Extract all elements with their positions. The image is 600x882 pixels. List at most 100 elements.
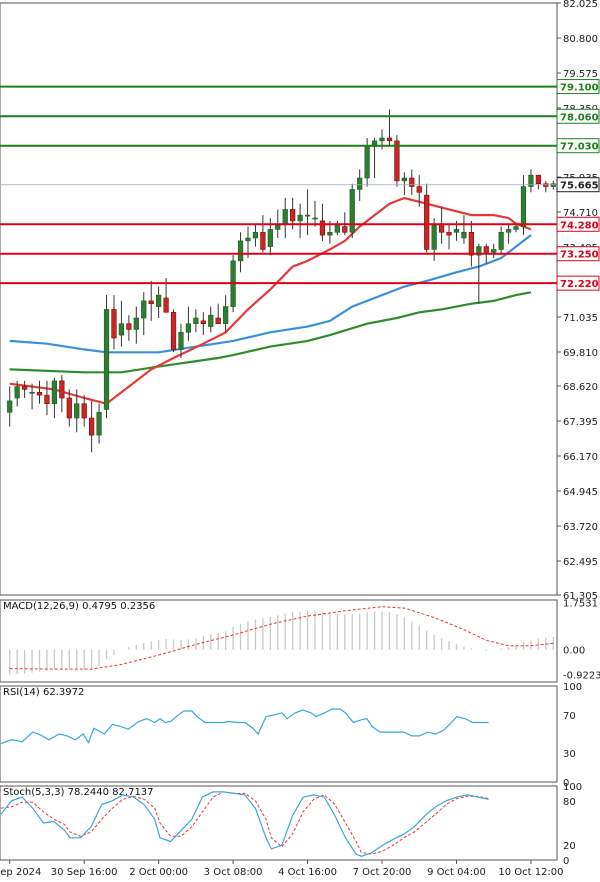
candle-body [156,294,162,307]
candle-body [215,317,221,325]
candle-body [461,231,467,239]
candle-body [200,320,206,325]
candle-body [543,183,549,187]
candle-body [111,309,117,339]
candle-body [141,300,147,319]
candle-body [44,394,50,405]
candle-body [96,411,102,436]
candle-body [550,183,556,187]
price-tick-label: 66.170 [563,452,598,463]
candle-body [178,331,184,350]
price-tick-label: 74.710 [563,208,598,219]
macd-tick-label: -0.9223 [563,671,600,682]
x-tick-label: 2 Oct 00:00 [129,867,188,878]
candle-body [282,209,288,225]
candle-body [386,137,393,142]
candle-body [491,249,497,253]
candle-body [148,300,154,305]
support-label: 73.250 [560,250,599,261]
price-tick-label: 69.810 [563,348,598,359]
price-tick-label: 62.495 [563,557,598,568]
resistance-label: 77.030 [560,142,599,153]
candle-body [483,246,489,253]
rsi-frame [0,685,558,783]
candle-body [133,317,139,330]
candle-body [520,186,527,227]
candle-body [260,231,266,250]
candle-body [401,177,407,182]
candle-body [103,309,110,410]
candle-body [208,314,214,327]
candle-body [290,209,296,222]
rsi-line [0,708,489,745]
price-tick-label: 80.800 [563,34,598,45]
x-tick-label: 27 Sep 2024 [0,867,41,878]
resistance-label: 78.060 [560,112,599,123]
candle-body [379,137,385,142]
candle-body [349,189,355,233]
candle-body [267,229,273,247]
current-price-box [556,177,600,193]
macd-title: MACD(12,26,9) 0.4795 0.2356 [3,601,155,612]
candle-body [357,177,363,190]
candle-body [416,186,422,193]
candle-body [245,237,251,242]
stoch-k-line [0,791,489,857]
price-panel: 82.02580.80079.57578.35075.93574.71073.4… [0,0,600,602]
candle-body [237,240,244,262]
price-tick-label: 64.945 [563,487,598,498]
candle-body [170,311,177,350]
candle-body [535,174,541,185]
stoch-frame [0,785,558,861]
stoch-tick-label: 0 [563,856,569,867]
candle-body [394,140,400,182]
candle-body [185,323,192,333]
price-tick-label: 68.620 [563,382,598,393]
candle-body [14,386,20,399]
candle-body [312,217,318,220]
stoch-tick-label: 80 [563,797,576,808]
price-tick-label: 71.035 [563,313,598,324]
support-label: 72.220 [560,279,599,290]
support-label-box [556,216,600,232]
price-tick-label: 82.025 [563,0,598,10]
price-tick-label: 61.305 [563,591,598,602]
rsi-panel: RSI(14) 62.3972 100 70 30 0 [0,682,582,789]
ma-blue-line [9,234,532,354]
candle-body [89,417,95,436]
macd-panel: MACD(12,26,9) 0.4795 0.2356 1.7531 0.00 -0… [0,599,600,683]
support-label-box [556,246,600,262]
support-label: 74.280 [560,220,599,231]
rsi-title: RSI(14) 62.3972 [3,687,84,698]
candle-body [22,386,28,390]
resistance-label-box [556,138,600,154]
price-tick-label: 67.395 [563,417,598,428]
candle-body [7,400,13,413]
candle-body [424,194,430,250]
candle-body [74,403,80,419]
resistance-label-box [556,108,600,124]
price-tick-label: 79.575 [563,69,598,80]
candle-body [476,246,482,256]
stoch-panel: Stoch(5,3,3) 78.2440 82.7137 100 80 20 0 [0,782,582,867]
rsi-tick-label: 30 [563,749,576,760]
rsi-tick-label: 70 [563,711,576,722]
candle-body [453,229,460,233]
candle-body [118,323,125,336]
x-axis: 27 Sep 2024 30 Sep 16:00 2 Oct 00:00 3 Oct … [0,860,564,878]
candle-body [304,214,311,217]
x-tick-label: 3 Oct 08:00 [204,867,263,878]
candle-body [327,231,333,236]
rsi-tick-label: 100 [563,682,582,693]
candle-body [81,403,87,419]
candle-body [498,231,504,250]
stoch-d-line [0,791,489,855]
rsi-tick-label: 0 [563,778,569,789]
x-tick-label: 7 Oct 20:00 [353,867,412,878]
x-tick-label: 9 Oct 04:00 [427,867,486,878]
candle-body [126,323,132,330]
candle-body [431,223,437,250]
candle-body [36,391,43,396]
